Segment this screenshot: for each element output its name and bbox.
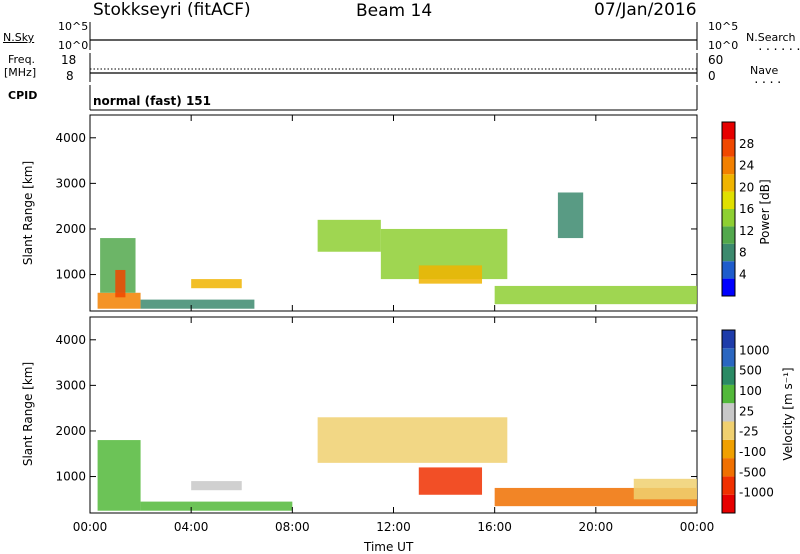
cpid-program: normal (fast) 151	[93, 94, 211, 108]
power-data-region	[115, 269, 126, 298]
velocity-colorbar-swatch	[722, 458, 735, 477]
nave-tick-top-right: 60	[708, 53, 724, 67]
power-ytick-label: 4000	[55, 131, 86, 145]
power-colorbar-swatch	[722, 156, 735, 175]
power-colorbar-swatch	[722, 243, 735, 262]
power-ytick-label: 2000	[55, 222, 86, 236]
velocity-colorbar-tick-label: -25	[739, 425, 759, 439]
power-colorbar-swatch	[722, 226, 735, 244]
power-data-region	[418, 265, 483, 284]
power-data-region	[317, 219, 381, 252]
beam-label: Beam 14	[356, 1, 433, 21]
nsearch-label: N.Search	[746, 31, 796, 44]
power-colorbar-tick-label: 28	[739, 137, 754, 151]
power-data-region	[140, 299, 255, 309]
velocity-ytick-label: 2000	[55, 424, 86, 438]
x-tick-label: 16:00	[477, 520, 512, 534]
power-colorbar-tick-label: 4	[739, 267, 747, 281]
x-tick-label: 04:00	[174, 520, 209, 534]
velocity-colorbar-tick-label: 1000	[739, 343, 770, 357]
velocity-colorbar-swatch	[722, 366, 735, 385]
velocity-data-region	[317, 417, 508, 463]
cpid-label: CPID	[8, 89, 38, 102]
nsearch-dotted-key: ........	[757, 40, 800, 53]
power-colorbar-tick-label: 12	[739, 224, 754, 238]
velocity-colorbar-swatch	[722, 384, 735, 404]
velocity-colorbar-frame	[721, 329, 736, 514]
velocity-colorbar-swatch	[722, 476, 735, 495]
freq-unit-label: [MHz]	[4, 66, 37, 79]
nave-label: Nave	[750, 64, 779, 77]
x-tick-label: 08:00	[275, 520, 310, 534]
velocity-ytick-label: 1000	[55, 470, 86, 484]
x-axis-title: Time UT	[364, 540, 414, 554]
nave-dotted-key: ....	[753, 73, 784, 86]
x-tick-label: 00:00	[680, 520, 715, 534]
nsky-tick-top-right: 10^5	[708, 20, 739, 33]
power-data-region	[191, 279, 242, 289]
velocity-ytick-label: 3000	[55, 378, 86, 392]
velocity-data-region	[140, 501, 293, 511]
velocity-data-region	[191, 481, 242, 491]
power-colorbar-tick-label: 20	[739, 180, 754, 194]
velocity-panel-frame	[89, 316, 698, 514]
x-tick-label: 00:00	[73, 520, 108, 534]
power-colorbar-swatch	[722, 278, 735, 296]
nsky-tick-bottom-right: 10^0	[708, 39, 739, 52]
power-colorbar-swatch	[722, 209, 735, 227]
velocity-colorbar-tick-label: 500	[739, 364, 762, 378]
freq-tick-top-left: 18	[61, 53, 77, 67]
velocity-ytick-label: 4000	[55, 333, 86, 347]
velocity-colorbar-tick-label: 25	[739, 404, 754, 418]
station-title: Stokkseyri (fitACF)	[93, 0, 251, 20]
power-data-region	[97, 292, 141, 309]
velocity-colorbar-swatch	[722, 403, 735, 422]
velocity-colorbar-swatch	[722, 330, 735, 349]
power-colorbar-swatch	[722, 122, 735, 140]
velocity-data-region	[97, 440, 141, 511]
nave-tick-bottom-right: 0	[708, 69, 716, 83]
freq-tick-bottom-left: 8	[66, 69, 74, 83]
power-panel-frame	[89, 114, 698, 312]
power-colorbar-swatch	[722, 139, 735, 157]
power-colorbar-frame	[721, 121, 736, 297]
velocity-colorbar-tick-label: 100	[739, 384, 762, 398]
power-colorbar-swatch	[722, 261, 735, 279]
power-colorbar-tick-label: 16	[739, 202, 754, 216]
freq-label: Freq.	[8, 53, 36, 66]
power-colorbar-swatch	[722, 174, 735, 192]
velocity-colorbar-swatch	[722, 421, 735, 440]
power-data-region	[557, 192, 584, 239]
x-tick-label: 12:00	[376, 520, 411, 534]
power-data-region	[494, 285, 697, 305]
power-colorbar-tick-label: 8	[739, 246, 747, 260]
velocity-colorbar-tick-label: -1000	[739, 486, 774, 500]
velocity-colorbar-swatch	[722, 348, 735, 367]
date-label: 07/Jan/2016	[594, 0, 697, 20]
velocity-colorbar-swatch	[722, 494, 735, 513]
velocity-colorbar-swatch	[722, 439, 735, 459]
x-tick-label: 20:00	[579, 520, 614, 534]
nsky-tick-top-left: 10^5	[58, 20, 89, 33]
velocity-data-region	[418, 467, 483, 495]
velocity-colorbar-tick-label: -500	[739, 465, 766, 479]
power-colorbar-swatch	[722, 191, 735, 209]
nsky-tick-bottom-left: 10^0	[58, 39, 89, 52]
power-colorbar-tick-label: 24	[739, 159, 754, 173]
velocity-data-region	[633, 478, 697, 500]
power-ytick-label: 3000	[55, 176, 86, 190]
velocity-colorbar-tick-label: -100	[739, 445, 766, 459]
power-ytick-label: 1000	[55, 268, 86, 282]
nsky-label: N.Sky	[3, 31, 35, 44]
